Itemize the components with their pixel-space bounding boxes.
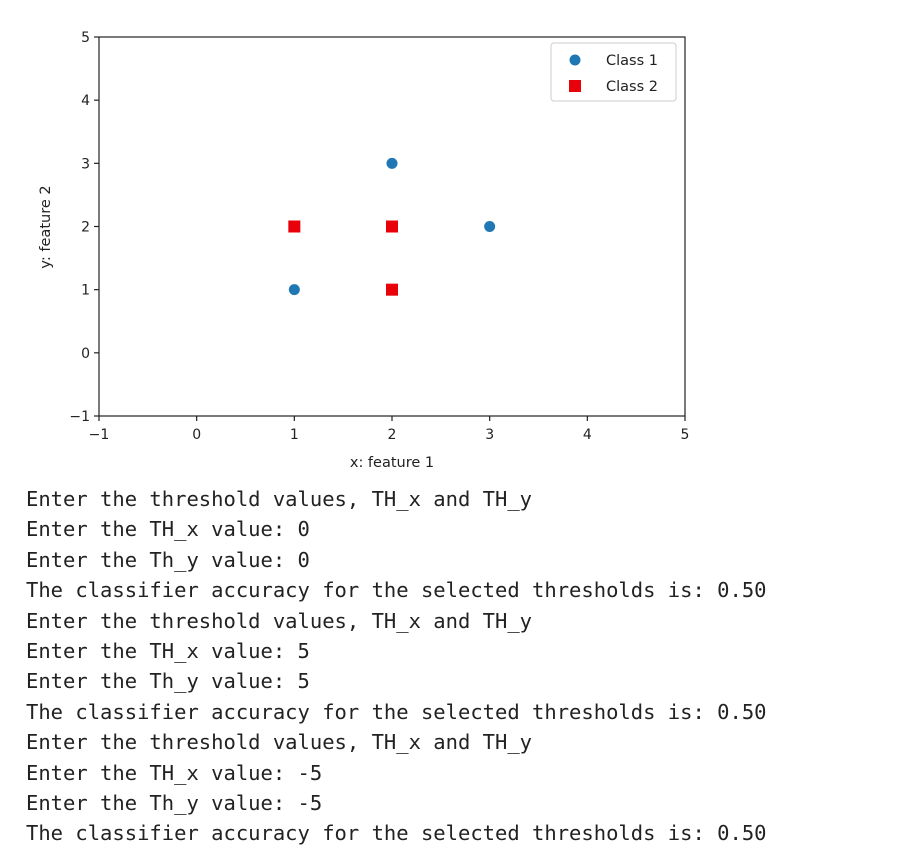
console-line: Enter the Th_y value: 0 — [26, 547, 310, 572]
console-output: Enter the threshold values, TH_x and TH_… — [26, 484, 767, 849]
x-tick-label: 1 — [290, 427, 299, 443]
legend: Class 1 Class 2 — [550, 42, 677, 102]
x-tick-label: 2 — [388, 427, 397, 443]
point-circle — [386, 157, 398, 169]
console-line: The classifier accuracy for the selected… — [26, 821, 767, 846]
legend-box — [550, 42, 677, 102]
console-line: Enter the TH_x value: 5 — [26, 638, 310, 663]
x-axis: −1 0 1 2 3 4 5 — [89, 416, 690, 443]
console-line: The classifier accuracy for the selected… — [26, 699, 767, 724]
x-tick-label: 3 — [485, 427, 494, 443]
y-axis-label: y: feature 2 — [38, 185, 54, 268]
y-tick-label: 1 — [81, 283, 90, 299]
point-square — [386, 220, 398, 233]
console-line: The classifier accuracy for the selected… — [26, 578, 767, 603]
y-axis: −1 0 1 2 3 4 5 — [69, 30, 99, 425]
point-square — [386, 283, 398, 296]
console-line: Enter the Th_y value: -5 — [26, 790, 323, 815]
x-tick-label: −1 — [89, 427, 110, 443]
y-tick-label: 0 — [81, 346, 90, 362]
y-tick-label: 3 — [81, 156, 90, 172]
console-line: Enter the TH_x value: 0 — [26, 517, 310, 542]
legend-label: Class 1 — [606, 53, 658, 69]
point-circle — [484, 221, 496, 232]
console-line: Enter the threshold values, TH_x and TH_… — [26, 487, 533, 511]
y-tick-label: 4 — [81, 93, 90, 109]
y-tick-label: 2 — [81, 220, 90, 236]
legend-marker-circle — [569, 54, 581, 66]
scatter-plot: −1 0 1 2 3 4 5 −1 0 1 2 3 4 5 x: feature 1 y: featur… — [38, 30, 690, 471]
point-square — [288, 220, 301, 233]
x-tick-label: 4 — [583, 427, 592, 443]
legend-marker-square — [569, 80, 581, 92]
legend-label: Class 2 — [606, 79, 658, 95]
point-circle — [288, 284, 300, 296]
x-tick-label: 0 — [192, 427, 201, 443]
x-axis-label: x: feature 1 — [350, 455, 434, 471]
console-line: Enter the threshold values, TH_x and TH_… — [26, 608, 533, 633]
console-line: Enter the TH_x value: -5 — [26, 760, 323, 785]
console-line: Enter the threshold values, TH_x and TH_… — [26, 730, 533, 755]
console-line: Enter the Th_y value: 5 — [26, 669, 310, 694]
x-tick-label: 5 — [681, 427, 690, 443]
data-points — [288, 157, 496, 296]
y-tick-label: 5 — [81, 30, 90, 46]
y-tick-label: −1 — [69, 409, 90, 425]
